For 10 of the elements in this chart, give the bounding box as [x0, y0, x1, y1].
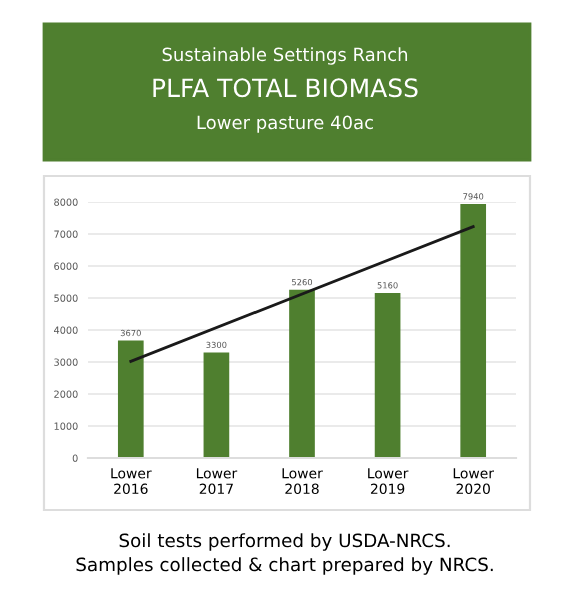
bar [460, 203, 487, 458]
text: Samples collected & chart prepared by NRCS. [76, 557, 493, 575]
bar [374, 292, 401, 458]
bar [117, 340, 144, 458]
chart-subtitle: Sustainable Settings Ranch [162, 47, 408, 65]
bar [289, 289, 315, 458]
text: Soil tests performed by USDA-NRCS. [119, 533, 450, 551]
chart-title: PLFA TOTAL BIOMASS [153, 78, 418, 98]
text: Lower pasture 40ac [197, 115, 373, 133]
bar [203, 352, 230, 458]
